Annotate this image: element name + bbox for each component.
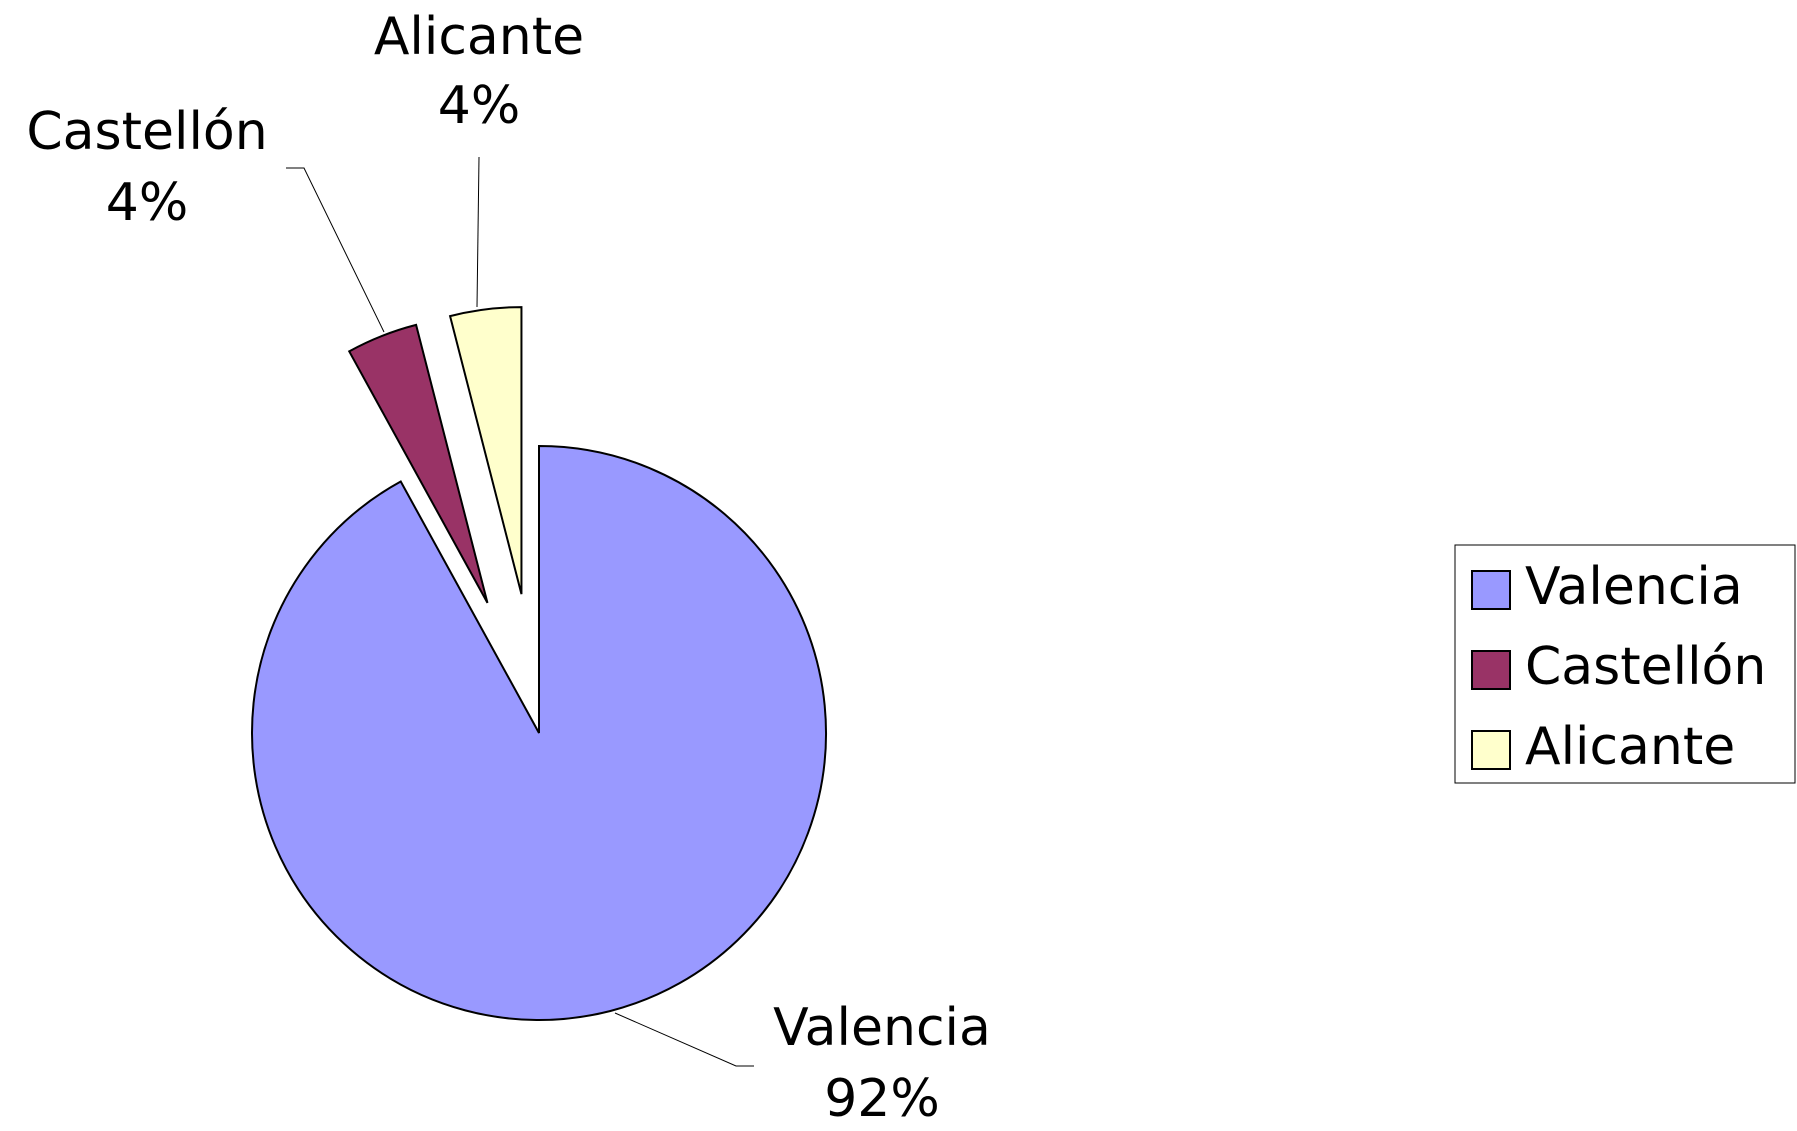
legend-label: Castellón (1525, 637, 1766, 697)
legend-swatch (1471, 730, 1511, 770)
leader-line (614, 1012, 754, 1067)
legend-swatch (1471, 570, 1511, 610)
pie-slice (251, 444, 827, 1021)
slice-label: Castellón (26, 102, 267, 162)
slice-label: Alicante (374, 7, 584, 67)
legend-swatch (1471, 650, 1511, 690)
slice-value: 4% (106, 173, 189, 233)
legend-box (1454, 544, 1796, 784)
slice-label: Valencia (773, 998, 991, 1058)
legend-label: Alicante (1525, 717, 1735, 777)
pie-slice (448, 306, 523, 595)
slice-value: 4% (438, 76, 521, 136)
slice-value: 92% (824, 1069, 940, 1129)
leader-line (286, 167, 385, 333)
pie-slice (347, 323, 489, 604)
legend-label: Valencia (1525, 557, 1743, 617)
leader-line (476, 156, 480, 308)
